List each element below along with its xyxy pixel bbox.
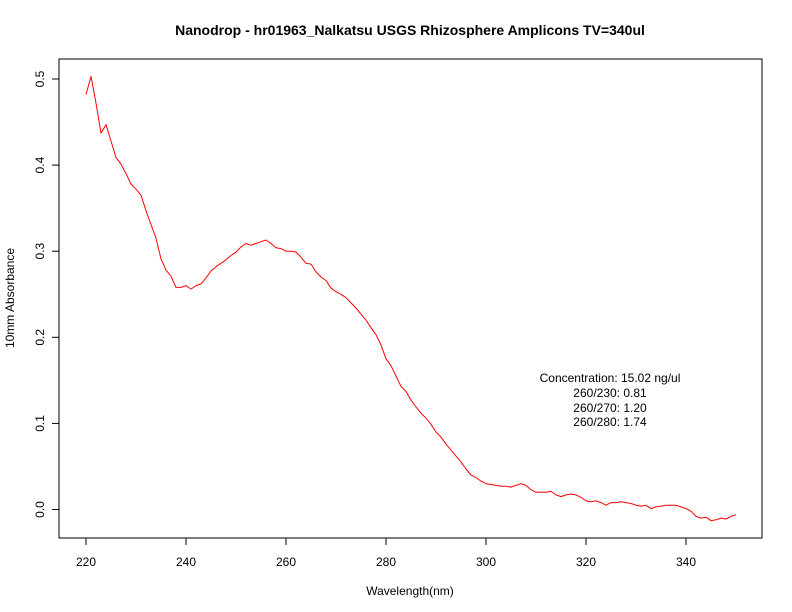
ratio-260-280-annotation: 260/280: 1.74 bbox=[573, 415, 647, 429]
y-tick-label: 0.0 bbox=[33, 501, 47, 518]
chart-title: Nanodrop - hr01963_Nalkatsu USGS Rhizosp… bbox=[175, 22, 645, 38]
x-tick-label: 240 bbox=[176, 555, 196, 569]
x-axis-label: Wavelength(nm) bbox=[366, 584, 454, 598]
x-axis: 220 240 260 280 300 320 340 bbox=[76, 537, 696, 569]
x-tick-label: 220 bbox=[76, 555, 96, 569]
x-tick-label: 280 bbox=[376, 555, 396, 569]
plot-frame bbox=[58, 58, 763, 539]
y-tick-label: 0.2 bbox=[33, 329, 47, 346]
y-tick-label: 0.1 bbox=[33, 415, 47, 432]
y-axis-label: 10mm Absorbance bbox=[3, 248, 17, 348]
ratio-260-230-annotation: 260/230: 0.81 bbox=[573, 386, 647, 400]
y-tick-label: 0.5 bbox=[33, 70, 47, 87]
concentration-annotation: Concentration: 15.02 ng/ul bbox=[540, 371, 681, 385]
y-tick-label: 0.4 bbox=[33, 156, 47, 173]
x-tick-label: 260 bbox=[276, 555, 296, 569]
y-tick-label: 0.3 bbox=[33, 243, 47, 260]
x-tick-label: 320 bbox=[576, 555, 596, 569]
ratio-260-270-annotation: 260/270: 1.20 bbox=[573, 401, 647, 415]
x-tick-label: 340 bbox=[676, 555, 696, 569]
y-axis: 0.0 0.1 0.2 0.3 0.4 0.5 bbox=[33, 70, 60, 518]
absorbance-series-line bbox=[85, 75, 737, 522]
x-tick-label: 300 bbox=[476, 555, 496, 569]
annotation-block: Concentration: 15.02 ng/ul 260/230: 0.81… bbox=[540, 371, 681, 429]
series-layer bbox=[85, 75, 737, 522]
